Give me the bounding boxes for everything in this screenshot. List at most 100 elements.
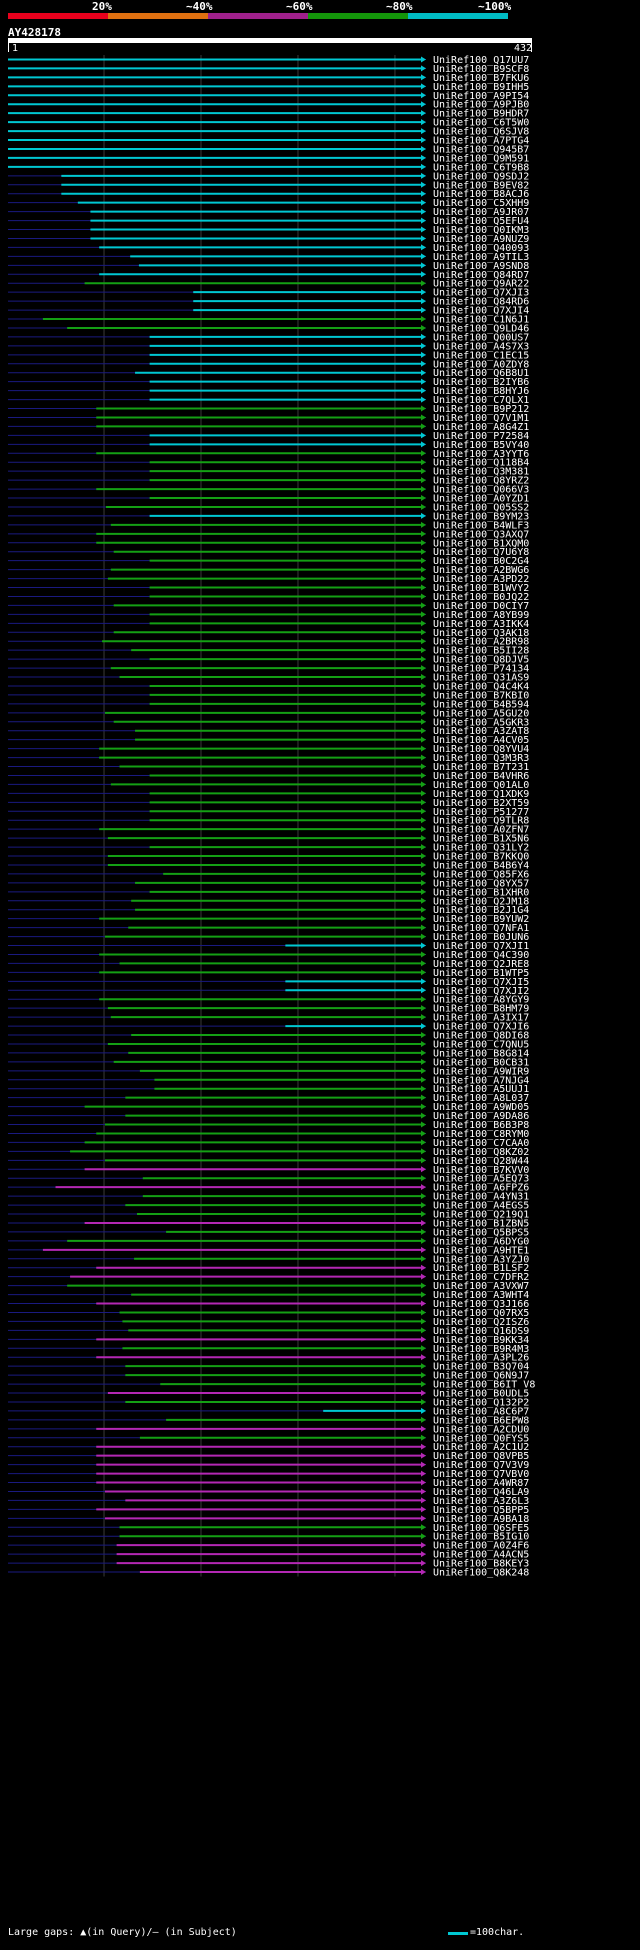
hit-arrow bbox=[421, 342, 426, 349]
hit-arrow bbox=[421, 74, 426, 81]
hit-arrow bbox=[421, 772, 426, 779]
hit-label: UniRef100_C7QLX1 bbox=[433, 395, 529, 406]
hit-arrow bbox=[421, 584, 426, 591]
hit-label: UniRef100_B8HM79 bbox=[433, 1004, 529, 1015]
hit-label: UniRef100_B5II28 bbox=[433, 646, 529, 657]
hit-arrow bbox=[421, 1381, 426, 1388]
hit-arrow bbox=[421, 1184, 426, 1191]
hit-label: UniRef100_A5UUJ1 bbox=[433, 1084, 529, 1095]
hit-label: UniRef100_B1WTP5 bbox=[433, 968, 529, 979]
hit-label: UniRef100_Q16DS9 bbox=[433, 1326, 529, 1337]
hit-arrow bbox=[421, 1291, 426, 1298]
hit-label: UniRef100_Q01AL0 bbox=[433, 780, 529, 791]
hit-label: UniRef100_Q9LD46 bbox=[433, 323, 529, 334]
hit-arrow bbox=[421, 1202, 426, 1209]
hit-arrow bbox=[421, 378, 426, 385]
hit-arrow bbox=[421, 65, 426, 72]
hit-arrow bbox=[421, 790, 426, 797]
hit-arrow bbox=[421, 1103, 426, 1110]
hit-arrow bbox=[421, 137, 426, 144]
hit-label: UniRef100_C1N6J1 bbox=[433, 315, 529, 326]
hit-label: UniRef100_A4WR87 bbox=[433, 1478, 529, 1489]
hit-label: UniRef100_Q8YX57 bbox=[433, 878, 529, 889]
hit-arrow bbox=[421, 1014, 426, 1021]
hit-label: UniRef100_B3Q704 bbox=[433, 1362, 529, 1373]
hit-arrow bbox=[421, 1416, 426, 1423]
hit-arrow bbox=[421, 128, 426, 135]
hit-label: UniRef100_A3YYT6 bbox=[433, 449, 529, 460]
hit-label: UniRef100_Q1XDK9 bbox=[433, 789, 529, 800]
hit-arrow bbox=[421, 1211, 426, 1218]
hit-label: UniRef100_B1XHR0 bbox=[433, 887, 529, 898]
hit-label: UniRef100_B6B3P8 bbox=[433, 1120, 529, 1131]
hit-arrow bbox=[421, 333, 426, 340]
hit-label: UniRef100_Q8DJV5 bbox=[433, 655, 529, 666]
hit-label: UniRef100_Q5BPS5 bbox=[433, 1227, 529, 1238]
hit-label: UniRef100_B4B594 bbox=[433, 699, 529, 710]
hit-label: UniRef100_B2IYB6 bbox=[433, 377, 529, 388]
hit-arrow bbox=[421, 539, 426, 546]
hit-label: UniRef100_Q6SJV8 bbox=[433, 127, 529, 138]
hit-arrow bbox=[421, 83, 426, 90]
hit-label: UniRef100_B8ACJ6 bbox=[433, 189, 529, 200]
hit-arrow bbox=[421, 1112, 426, 1119]
hit-label: UniRef100_A4S7X3 bbox=[433, 341, 529, 352]
hit-label: UniRef100_Q31AS9 bbox=[433, 673, 529, 684]
hit-label: UniRef100_Q9AR22 bbox=[433, 279, 529, 290]
hit-arrow bbox=[421, 172, 426, 179]
hit-arrow bbox=[421, 423, 426, 430]
hit-arrow bbox=[421, 1094, 426, 1101]
scale-label-80: ~80% bbox=[386, 0, 413, 13]
hit-arrow bbox=[421, 154, 426, 161]
hit-label: UniRef100_Q84RD7 bbox=[433, 270, 529, 281]
hit-arrow bbox=[421, 1228, 426, 1235]
hit-label: UniRef100_B8KEY3 bbox=[433, 1559, 529, 1570]
hit-arrow bbox=[421, 781, 426, 788]
hit-arrow bbox=[421, 1345, 426, 1352]
hit-arrow bbox=[421, 1479, 426, 1486]
hit-arrow bbox=[421, 978, 426, 985]
hit-label: UniRef100_B0CB31 bbox=[433, 1057, 529, 1068]
hit-arrow bbox=[421, 1139, 426, 1146]
hit-label: UniRef100_P51277 bbox=[433, 807, 529, 818]
hit-arrow bbox=[421, 844, 426, 851]
hit-arrow bbox=[421, 289, 426, 296]
hit-label: UniRef100_B1WVY2 bbox=[433, 583, 529, 594]
query-end-label: 432 bbox=[513, 43, 532, 54]
hit-arrow bbox=[421, 1452, 426, 1459]
hit-arrow bbox=[421, 1032, 426, 1039]
hit-arrow bbox=[421, 611, 426, 618]
hit-label: UniRef100_B0JUN6 bbox=[433, 932, 529, 943]
scale-legend-label: =100char. bbox=[470, 1927, 525, 1938]
hit-arrow bbox=[421, 1273, 426, 1280]
hit-arrow bbox=[421, 754, 426, 761]
hit-label: UniRef100_A8C6P7 bbox=[433, 1406, 529, 1417]
hit-arrow bbox=[421, 647, 426, 654]
hit-arrow bbox=[421, 557, 426, 564]
hit-label: UniRef100_B2J1G4 bbox=[433, 905, 529, 916]
hit-arrow bbox=[421, 495, 426, 502]
hit-arrow bbox=[421, 951, 426, 958]
hit-label: UniRef100_Q7U6Y8 bbox=[433, 547, 529, 558]
hit-label: UniRef100_Q8YRZ2 bbox=[433, 476, 529, 487]
hit-label: UniRef100_Q7V3V9 bbox=[433, 1460, 529, 1471]
hit-arrow bbox=[421, 969, 426, 976]
hit-arrow bbox=[421, 879, 426, 886]
hit-label: UniRef100_Q3M3R3 bbox=[433, 753, 529, 764]
hit-arrow bbox=[421, 593, 426, 600]
hit-arrow bbox=[421, 709, 426, 716]
hit-arrow bbox=[421, 1407, 426, 1414]
hit-arrow bbox=[421, 1166, 426, 1173]
hit-label: UniRef100_Q9SDJ2 bbox=[433, 171, 529, 182]
hit-label: UniRef100_Q2JRE8 bbox=[433, 959, 529, 970]
hit-label: UniRef100_B9YUW2 bbox=[433, 914, 529, 925]
hit-label: UniRef100_B0JQ22 bbox=[433, 592, 529, 603]
hit-label: UniRef100_A7NJG4 bbox=[433, 1075, 529, 1086]
hit-label: UniRef100_Q4C4K4 bbox=[433, 681, 529, 692]
hit-arrow bbox=[421, 1443, 426, 1450]
hit-label: UniRef100_A9DA86 bbox=[433, 1111, 529, 1122]
hit-label: UniRef100_A3PL26 bbox=[433, 1353, 529, 1364]
hit-arrow bbox=[421, 351, 426, 358]
hit-arrow bbox=[421, 602, 426, 609]
hit-arrow bbox=[421, 530, 426, 537]
